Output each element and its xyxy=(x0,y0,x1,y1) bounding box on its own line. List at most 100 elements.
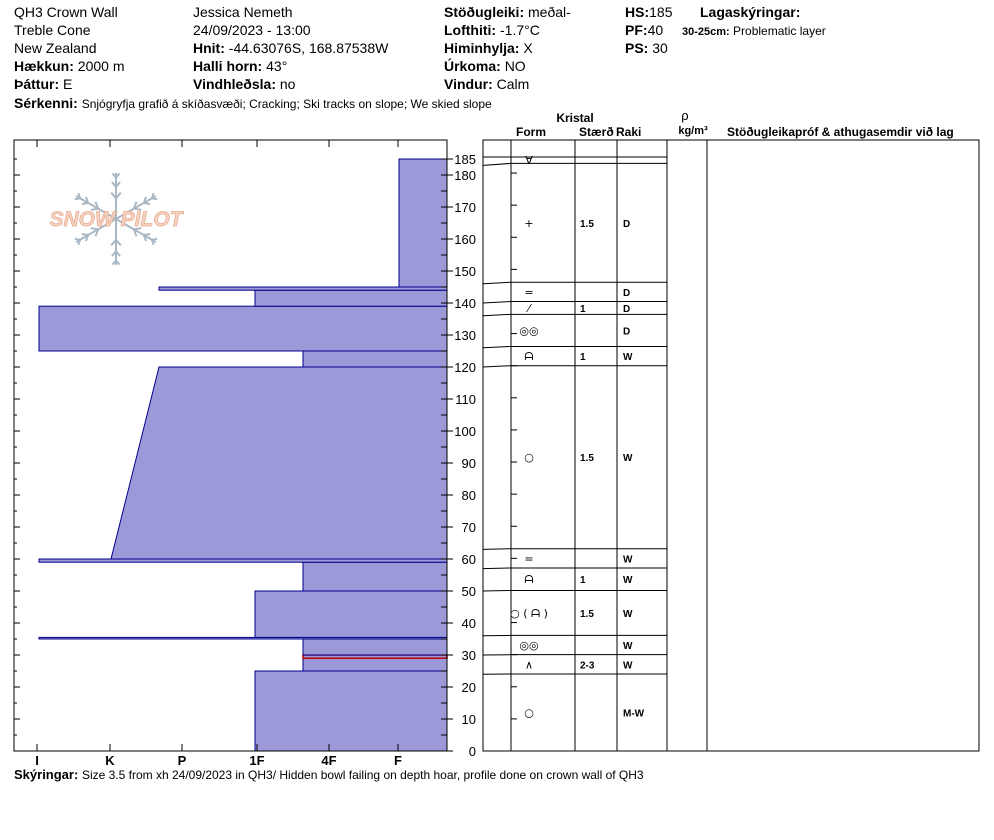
moisture: W xyxy=(623,660,633,671)
snowflake-branch xyxy=(142,196,147,204)
grain-form: ⁄ xyxy=(525,302,532,315)
hardness-layer xyxy=(302,638,448,656)
profile-header: QH3 Crown Wall Treble Cone New Zealand H… xyxy=(0,0,994,112)
depth-tick-label: 180 xyxy=(454,168,476,183)
ps: 30 xyxy=(652,40,668,56)
snowflake-branch xyxy=(90,207,99,211)
grain-size: 1 xyxy=(580,304,586,315)
snowflake-branch xyxy=(133,227,142,231)
hardness-layer xyxy=(302,350,448,368)
snowflake-branch xyxy=(110,239,117,247)
comments-text: Size 3.5 from xh 24/09/2023 in QH3/ Hidd… xyxy=(81,768,644,782)
moisture-header: Raki xyxy=(616,125,641,139)
moisture: W xyxy=(623,554,633,565)
moisture: M-W xyxy=(623,708,645,719)
pf-label: PF: xyxy=(625,22,648,38)
coords: -44.63076S, 168.87538W xyxy=(228,40,389,56)
depth-tick-label: 70 xyxy=(462,520,476,535)
grain-size: 1 xyxy=(580,352,586,363)
snowflake-branch xyxy=(133,207,142,211)
snowflake-branch xyxy=(94,229,100,237)
hardness-layer xyxy=(110,366,448,560)
wind: Calm xyxy=(496,76,530,92)
layer-note-text: Problematic layer xyxy=(733,24,826,38)
hardness-tick-label: F xyxy=(394,753,402,768)
snowflake-branch xyxy=(150,239,155,246)
snowflake-branch xyxy=(94,201,100,209)
density-symbol: ρ xyxy=(681,108,688,123)
form-header: Form xyxy=(516,125,546,139)
moisture: D xyxy=(623,304,630,315)
stability: meðal- xyxy=(528,4,571,20)
grain-form: = xyxy=(524,286,533,299)
snowflake-arm xyxy=(115,195,157,220)
grain-form: ◎◎ xyxy=(519,324,538,337)
hardness-tick-label: K xyxy=(105,753,115,768)
snowflake-branch xyxy=(115,191,122,199)
snowflake-branch xyxy=(77,192,82,199)
grain-form: ○ xyxy=(524,451,534,464)
sky-label: Himinhylja: xyxy=(444,40,520,56)
hardness-layer xyxy=(38,305,448,352)
aspect: E xyxy=(63,76,73,92)
hardness-plot xyxy=(38,158,448,752)
moisture: W xyxy=(623,575,633,586)
depth-tick-label: 120 xyxy=(454,360,476,375)
depth-tick-label: 130 xyxy=(454,328,476,343)
grain-form: ○ ( ᗩ ) xyxy=(510,607,548,620)
wind-label: Vindur: xyxy=(444,76,493,92)
snowflake-branch xyxy=(142,234,147,242)
depth-axis: 0 10 20 30 40 50 60 70 80 90 100 110 120 130 140 150 160… xyxy=(441,140,476,759)
logo-text: SNOW PILOT xyxy=(50,208,185,231)
wind-loading-label: Vindhleðsla: xyxy=(193,76,276,92)
depth-connector xyxy=(482,162,512,166)
depth-tick-label: 20 xyxy=(462,680,476,695)
column-headers: Kristal Form Stærð Raki ρ kg/m³ Stöðugle… xyxy=(516,108,954,139)
depth-connector xyxy=(482,313,512,317)
precip-label: Úrkoma: xyxy=(444,58,501,74)
datetime: 24/09/2023 - 13:00 xyxy=(193,22,311,38)
sky: X xyxy=(523,40,533,56)
depth-tick-label: 110 xyxy=(455,392,476,407)
depth-connector xyxy=(482,365,512,368)
grain-size: 2-3 xyxy=(580,660,595,671)
hardness-layer xyxy=(302,657,448,672)
country: New Zealand xyxy=(14,40,97,56)
snowflake-branch xyxy=(115,181,121,188)
observer: Jessica Nemeth xyxy=(193,4,293,20)
layer-note-range: 30-25cm: xyxy=(682,26,730,38)
depth-tick-label: 140 xyxy=(454,296,476,311)
grain-form: ∀ xyxy=(525,154,533,167)
coords-label: Hnit: xyxy=(193,40,225,56)
stability-label: Stöðugleiki: xyxy=(444,4,525,20)
elevation: 2000 m xyxy=(77,58,125,74)
depth-tick-label: 90 xyxy=(462,456,476,471)
snowflake-branch xyxy=(132,229,138,237)
hardness-layer xyxy=(302,561,448,592)
layer-notes-label: Lagaskýringar: xyxy=(700,4,801,20)
grain-form: ○ xyxy=(524,706,534,719)
snowflake-icon xyxy=(74,172,158,266)
aspect-label: Þáttur: xyxy=(14,76,60,92)
snowflake-branch xyxy=(110,191,117,199)
grain-size: 1.5 xyxy=(580,219,594,230)
grain-size: 1.5 xyxy=(580,609,594,620)
wind-loading: no xyxy=(279,76,296,92)
snowflake-branch xyxy=(115,250,121,257)
snowflake-branch xyxy=(143,233,151,237)
depth-connector xyxy=(482,300,512,304)
snowflake-branch xyxy=(85,196,90,204)
ps-label: PS: xyxy=(625,40,649,56)
pf: 40 xyxy=(647,22,664,38)
moisture: W xyxy=(623,641,633,652)
depth-tick-label: 0 xyxy=(469,744,476,759)
snowflake-arm xyxy=(115,218,157,243)
slope-label: Halli horn: xyxy=(193,58,263,74)
snowflake-branch xyxy=(111,181,117,188)
depth-tick-label: 80 xyxy=(462,488,476,503)
hardness-tick-label: I xyxy=(35,753,39,768)
elevation-label: Hækkun: xyxy=(14,58,74,74)
grain-size: 1 xyxy=(580,575,586,586)
area: Treble Cone xyxy=(14,22,91,38)
